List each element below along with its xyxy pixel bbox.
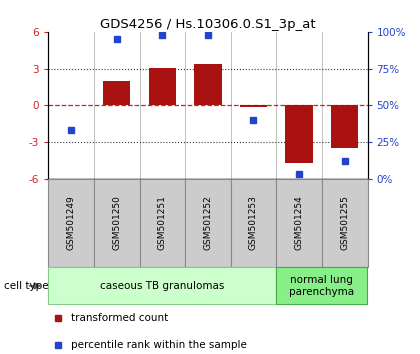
Title: GDS4256 / Hs.10306.0.S1_3p_at: GDS4256 / Hs.10306.0.S1_3p_at <box>100 18 316 31</box>
Bar <box>194 64 222 105</box>
Text: GSM501255: GSM501255 <box>340 195 349 251</box>
Bar <box>48 267 276 304</box>
Bar <box>149 68 176 105</box>
Bar <box>103 81 130 105</box>
Bar <box>286 105 313 163</box>
Bar <box>276 267 368 304</box>
Bar <box>94 179 139 267</box>
Text: cell type: cell type <box>4 281 49 291</box>
Bar <box>240 105 267 107</box>
Text: GSM501249: GSM501249 <box>67 196 76 250</box>
Text: caseous TB granulomas: caseous TB granulomas <box>100 281 224 291</box>
Text: normal lung
parenchyma: normal lung parenchyma <box>289 275 354 297</box>
Text: GSM501251: GSM501251 <box>158 195 167 251</box>
Bar <box>276 179 322 267</box>
Bar <box>322 179 368 267</box>
Text: GSM501254: GSM501254 <box>294 196 304 250</box>
Bar <box>48 179 94 267</box>
Text: GSM501250: GSM501250 <box>112 195 121 251</box>
Bar <box>231 179 276 267</box>
Text: percentile rank within the sample: percentile rank within the sample <box>71 340 247 350</box>
Text: GSM501252: GSM501252 <box>203 196 213 250</box>
Text: transformed count: transformed count <box>71 313 168 323</box>
Text: GSM501253: GSM501253 <box>249 195 258 251</box>
Bar <box>185 179 231 267</box>
Bar <box>331 105 358 148</box>
Bar <box>139 179 185 267</box>
